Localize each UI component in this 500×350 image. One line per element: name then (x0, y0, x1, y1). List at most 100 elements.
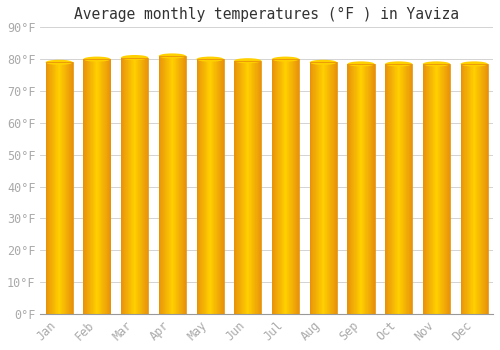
Bar (296, 59, 297, 314)
Bar (361, 64, 362, 314)
Bar (310, 62, 311, 314)
Bar (104, 59, 105, 314)
Bar (426, 64, 428, 314)
Bar (100, 59, 102, 314)
Bar (394, 64, 395, 314)
Bar (213, 59, 214, 314)
Bar (251, 61, 252, 314)
Bar (147, 57, 148, 314)
Bar (282, 59, 283, 314)
Bar (441, 64, 442, 314)
Bar (411, 64, 412, 314)
Bar (407, 64, 408, 314)
Bar (294, 59, 295, 314)
Bar (167, 56, 168, 314)
Bar (326, 62, 327, 314)
Bar (363, 64, 364, 314)
Bar (462, 64, 463, 314)
Bar (368, 64, 369, 314)
Bar (58, 62, 59, 314)
Bar (476, 64, 477, 314)
Bar (125, 57, 126, 314)
Bar (108, 59, 109, 314)
Bar (172, 56, 173, 314)
Bar (96, 59, 97, 314)
Bar (124, 57, 125, 314)
Bar (234, 61, 262, 314)
Bar (336, 62, 337, 314)
Bar (350, 64, 351, 314)
Bar (106, 59, 108, 314)
Bar (273, 59, 274, 314)
Bar (443, 64, 444, 314)
Bar (275, 59, 276, 314)
Bar (423, 64, 450, 314)
Bar (47, 62, 48, 314)
Bar (88, 59, 89, 314)
Bar (94, 59, 96, 314)
Bar (335, 62, 336, 314)
Bar (177, 56, 178, 314)
Bar (366, 64, 367, 314)
Bar (122, 57, 124, 314)
Bar (254, 61, 255, 314)
Bar (170, 56, 171, 314)
Bar (197, 59, 198, 314)
Bar (460, 64, 488, 314)
Bar (53, 62, 54, 314)
Bar (252, 61, 254, 314)
Bar (289, 59, 290, 314)
Bar (52, 62, 54, 314)
Bar (121, 57, 122, 314)
Bar (433, 64, 434, 314)
Bar (138, 57, 139, 314)
Bar (402, 64, 403, 314)
Bar (92, 59, 93, 314)
Bar (390, 64, 391, 314)
Bar (461, 64, 462, 314)
Bar (200, 59, 201, 314)
Bar (348, 64, 349, 314)
Bar (290, 59, 291, 314)
Bar (46, 62, 73, 314)
Bar (387, 64, 388, 314)
Bar (357, 64, 358, 314)
Bar (46, 62, 48, 314)
Bar (107, 59, 108, 314)
Bar (312, 62, 313, 314)
Bar (161, 56, 162, 314)
Bar (404, 64, 405, 314)
Bar (373, 64, 374, 314)
Bar (239, 61, 240, 314)
Bar (436, 64, 437, 314)
Bar (480, 64, 481, 314)
Bar (371, 64, 372, 314)
Bar (72, 62, 73, 314)
Bar (245, 61, 246, 314)
Ellipse shape (423, 61, 450, 66)
Bar (260, 61, 261, 314)
Ellipse shape (460, 61, 488, 66)
Bar (204, 59, 206, 314)
Bar (176, 56, 178, 314)
Bar (327, 62, 328, 314)
Bar (360, 64, 361, 314)
Bar (217, 59, 218, 314)
Bar (355, 64, 356, 314)
Bar (393, 64, 394, 314)
Bar (101, 59, 102, 314)
Bar (185, 56, 186, 314)
Bar (127, 57, 128, 314)
Bar (198, 59, 199, 314)
Bar (372, 64, 373, 314)
Bar (181, 56, 182, 314)
Bar (314, 62, 315, 314)
Bar (486, 64, 488, 314)
Bar (362, 64, 364, 314)
Bar (330, 62, 331, 314)
Bar (258, 61, 260, 314)
Bar (279, 59, 280, 314)
Bar (369, 64, 370, 314)
Bar (439, 64, 440, 314)
Bar (486, 64, 487, 314)
